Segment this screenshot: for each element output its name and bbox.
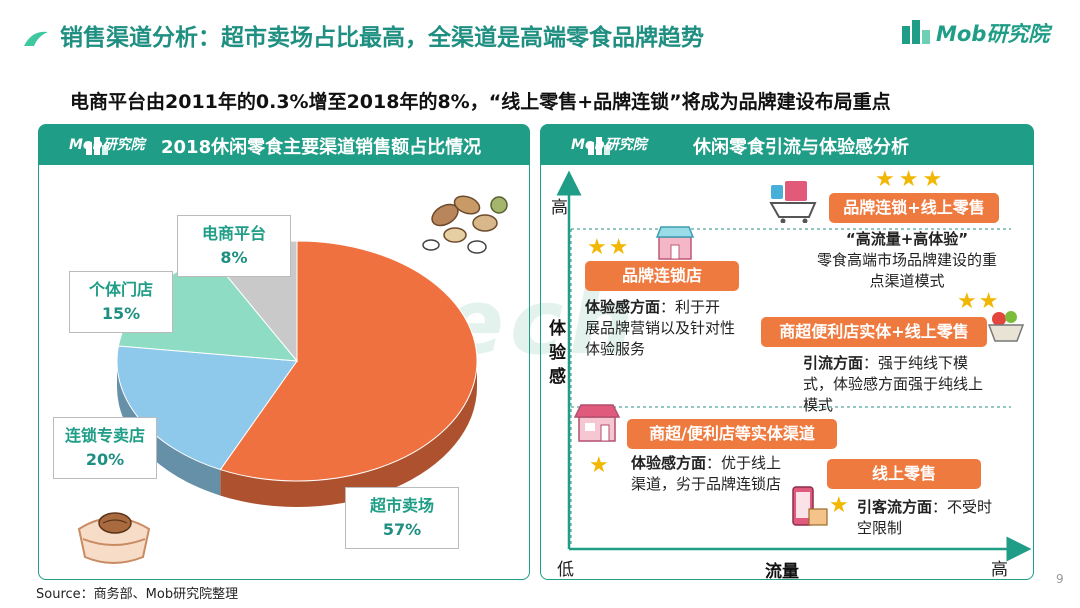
pie-side-连锁专卖店 <box>117 361 221 496</box>
panel-header: Mob研究院 2018休闲零食主要渠道销售额占比情况 <box>39 125 529 165</box>
panel-logo-text: Mob研究院 <box>571 137 647 153</box>
pie-label-supermarket: 超市卖场 57% <box>345 487 459 549</box>
quadrant-axes <box>556 170 1032 562</box>
page-number: 9 <box>1056 572 1064 586</box>
panel-header: Mob研究院 休闲零食引流与体验感分析 <box>541 125 1033 165</box>
mob-logo-icon <box>902 20 930 44</box>
channel-physical-store: 商超/便利店等实体渠道 <box>627 419 837 449</box>
pie-slice-超市卖场 <box>219 240 478 482</box>
page-subtitle: 电商平台由2011年的0.3%增至2018年的8%，“线上零售+品牌连锁”将成为… <box>70 91 891 113</box>
shopping-cart-icon <box>769 181 817 223</box>
channel-online-retail-desc: 引客流方面：不受时空限制 <box>857 498 993 537</box>
x-axis-label: 流量 <box>765 562 799 582</box>
rating-stars-1: ★ <box>589 453 609 478</box>
channel-supermarket-online: 商超便利店实体+线上零售 <box>761 317 987 347</box>
cake-illustration-icon <box>77 512 151 564</box>
channel-online-retail: 线上零售 <box>827 459 981 489</box>
channel-physical-store-desc: 体验感方面：优于线上渠道，劣于品牌连锁店 <box>631 454 782 493</box>
mob-logo-icon <box>86 137 108 155</box>
store-icon <box>573 404 621 442</box>
channel-brand-chain: 品牌连锁店 <box>585 261 739 291</box>
source-note: Source：商务部、Mob研究院整理 <box>36 587 239 602</box>
rating-stars-2: ★★ <box>587 235 631 260</box>
y-axis-label: 体验感 <box>549 319 566 387</box>
channel-supermarket-online-desc: 引流方面：强于纯线下模式，体验感方面强于纯线上模式 <box>803 354 984 414</box>
logo-text: Mob研究院 <box>936 22 1050 46</box>
panel-title: 2018休闲零食主要渠道销售额占比情况 <box>161 137 482 158</box>
panel-logo-text: Mob研究院 <box>69 137 145 153</box>
rating-stars-3: ★★★ <box>875 167 947 192</box>
nuts-illustration-icon <box>422 195 508 254</box>
panel-title: 休闲零食引流与体验感分析 <box>693 137 909 158</box>
page-title: 销售渠道分析：超市卖场占比最高，全渠道是高端零食品牌趋势 <box>60 25 704 51</box>
channel-brand-chain-desc: 体验感方面：利于开展品牌营销以及针对性体验服务 <box>585 298 736 358</box>
mobile-shopping-icon <box>792 486 828 526</box>
pie-chart-panel: Mob研究院 2018休闲零食主要渠道销售额占比情况 电商平台 8% 个体门店 … <box>38 124 530 580</box>
mob-logo-icon <box>588 137 610 155</box>
x-axis-high: 高 <box>991 560 1008 580</box>
grocery-basket-icon <box>987 311 1025 342</box>
pie-label-chain-store: 连锁专卖店 20% <box>53 417 157 479</box>
pie-label-independent-store: 个体门店 15% <box>69 271 173 333</box>
rating-stars-2: ★★ <box>957 289 1001 314</box>
channel-brand-chain-online: 品牌连锁+线上零售 <box>829 193 999 223</box>
axis-origin-low: 低 <box>557 560 574 580</box>
title-accent-icon <box>24 31 48 46</box>
pie-side-超市卖场 <box>220 361 477 507</box>
storefront-icon <box>655 226 695 260</box>
rating-stars-1: ★ <box>829 493 849 518</box>
channel-brand-chain-online-desc: “高流量+高体验” 零食高端市场品牌建设的重点渠道模式 <box>816 230 997 290</box>
y-axis-high: 高 <box>551 198 568 218</box>
channel-analysis-panel: Mob研究院 休闲零食引流与体验感分析 高 体验感 低 流量 高 ★★★ 品牌连… <box>540 124 1034 582</box>
pie-label-ecommerce: 电商平台 8% <box>177 215 291 277</box>
